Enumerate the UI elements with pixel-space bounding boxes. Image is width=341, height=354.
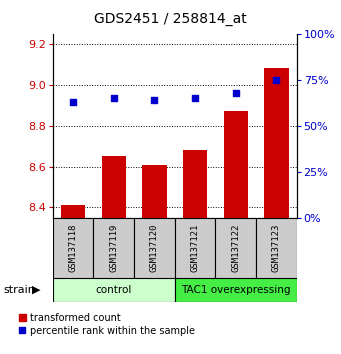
- Bar: [93, 218, 134, 278]
- Bar: [264, 68, 288, 218]
- Text: TAC1 overexpressing: TAC1 overexpressing: [181, 285, 291, 295]
- Point: [233, 90, 238, 95]
- Point: [152, 97, 157, 103]
- Text: GSM137118: GSM137118: [69, 224, 78, 272]
- Bar: [53, 278, 175, 302]
- Text: ▶: ▶: [32, 285, 40, 295]
- Text: GDS2451 / 258814_at: GDS2451 / 258814_at: [94, 12, 247, 27]
- Text: control: control: [95, 285, 132, 295]
- Bar: [102, 156, 126, 218]
- Text: GSM137120: GSM137120: [150, 224, 159, 272]
- Point: [71, 99, 76, 104]
- Text: GSM137123: GSM137123: [272, 224, 281, 272]
- Bar: [216, 218, 256, 278]
- Bar: [175, 218, 216, 278]
- Text: GSM137119: GSM137119: [109, 224, 118, 272]
- Text: strain: strain: [3, 285, 35, 295]
- Text: GSM137121: GSM137121: [191, 224, 199, 272]
- Point: [192, 95, 198, 101]
- Point: [111, 95, 117, 101]
- Bar: [53, 218, 93, 278]
- Bar: [142, 165, 167, 218]
- Bar: [183, 150, 207, 218]
- Point: [273, 77, 279, 82]
- Bar: [134, 218, 175, 278]
- Bar: [175, 278, 297, 302]
- Bar: [61, 205, 85, 218]
- Bar: [256, 218, 297, 278]
- Legend: transformed count, percentile rank within the sample: transformed count, percentile rank withi…: [18, 313, 195, 336]
- Text: GSM137122: GSM137122: [231, 224, 240, 272]
- Bar: [224, 112, 248, 218]
